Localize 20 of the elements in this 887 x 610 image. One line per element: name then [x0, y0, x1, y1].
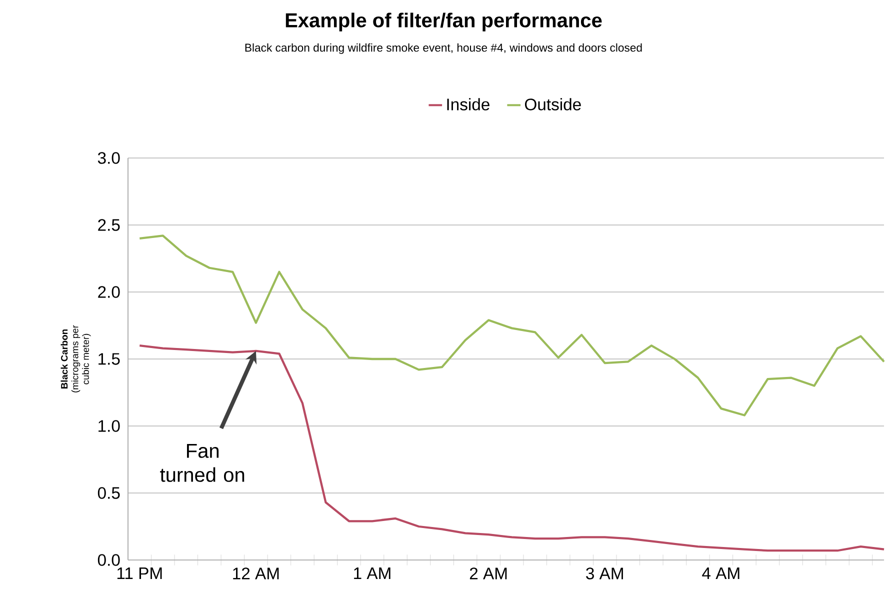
y-tick-label: 3.0: [98, 152, 120, 164]
legend-label: Outside: [524, 98, 581, 110]
x-tick-label: 11 PM: [117, 568, 162, 580]
line-series: [138, 234, 886, 416]
annotation: Fan turned on: [160, 444, 244, 482]
x-tick-label: 12 AM: [233, 568, 279, 580]
y-tick-label: 1.5: [98, 353, 120, 365]
y-axis-title: Black Carbon (micrograms per cubic meter): [60, 325, 91, 392]
y-tick-label: 0.0: [98, 554, 120, 566]
y-tick-label: 1.0: [98, 420, 120, 432]
y-tick-label: 0.5: [98, 487, 120, 499]
legend-label: Inside: [447, 98, 490, 110]
x-tick-label: 3 AM: [586, 568, 623, 580]
y-tick-label: 2.5: [98, 219, 120, 231]
chart-title: Example of filter/fan performance: [286, 12, 602, 32]
y-tick-label: 2.0: [98, 286, 120, 298]
x-tick-label: 2 AM: [470, 568, 507, 580]
x-tick-label: 4 AM: [702, 568, 740, 580]
chart-subtitle: Black carbon during wildfire smoke event, house #4, windows and doors closed: [245, 43, 642, 54]
x-tick-label: 1 AM: [354, 568, 390, 580]
